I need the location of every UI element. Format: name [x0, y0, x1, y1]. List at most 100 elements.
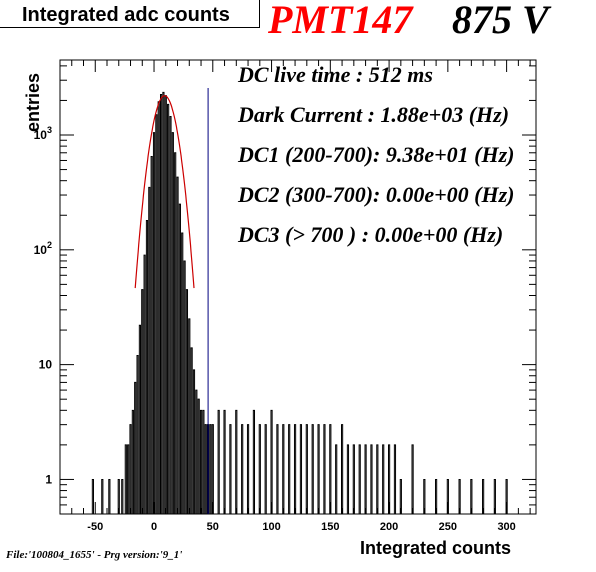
- histogram-bin: [217, 409, 220, 514]
- histogram-bin: [171, 132, 174, 514]
- x-tick-label: 50: [207, 521, 219, 533]
- histogram-bin: [329, 424, 332, 514]
- x-tick-label: 0: [151, 521, 157, 533]
- histogram-bin: [188, 318, 191, 514]
- histogram-bin: [145, 220, 149, 514]
- histogram-bin: [101, 478, 104, 514]
- dc2-rate: DC2 (300-700): 0.00e+00 (Hz): [238, 182, 515, 207]
- histogram-bin: [136, 355, 139, 514]
- histogram-bin: [382, 444, 385, 514]
- histogram-bin: [258, 424, 261, 514]
- histogram-bin: [127, 444, 130, 514]
- histogram-bin: [293, 424, 297, 514]
- histogram-bin: [157, 101, 160, 514]
- histogram-bin: [129, 424, 132, 514]
- y-tick-label: 102: [34, 240, 52, 257]
- histogram-bin: [134, 381, 137, 514]
- dc3-rate: DC3 (> 700 ) : 0.00e+00 (Hz): [238, 222, 504, 247]
- histogram-bin: [470, 478, 473, 514]
- histogram-bin: [446, 478, 449, 514]
- histogram-bin: [192, 369, 196, 514]
- axis-layer: -50 0 50 100 150 200 250 300 1 10 102 103: [34, 60, 536, 533]
- histogram-bin: [162, 91, 165, 514]
- histogram-title-box: Integrated adc counts: [0, 0, 260, 28]
- histogram-bin: [108, 478, 111, 514]
- histogram-bin: [190, 347, 193, 514]
- histogram-bin: [252, 409, 256, 514]
- histogram-bin: [411, 444, 414, 514]
- histogram-bin: [505, 478, 508, 514]
- x-tick-label: -50: [87, 521, 103, 533]
- histogram-bin: [346, 444, 350, 514]
- plot-frame: [59, 59, 537, 515]
- histogram-bin: [229, 424, 232, 514]
- y-tick-label: 1: [45, 472, 52, 486]
- dc-live-time: DC live time : 512 ms: [238, 62, 433, 87]
- histogram-bin: [141, 289, 144, 514]
- histogram-bin: [458, 478, 461, 514]
- histogram-bin: [199, 409, 203, 514]
- histogram-bin: [276, 424, 279, 514]
- x-tick-label: 300: [497, 521, 515, 533]
- gaussian-fit-curve: [134, 95, 195, 289]
- histogram-bin: [164, 95, 167, 514]
- y-axis-label: entries: [23, 72, 44, 133]
- x-tick-label: 200: [380, 521, 398, 533]
- histogram-bin: [124, 444, 127, 514]
- histogram-bin: [197, 398, 200, 514]
- histogram-bin: [282, 424, 285, 514]
- histogram-bin: [223, 409, 226, 514]
- histogram-bin: [435, 478, 438, 514]
- histogram-bin: [183, 260, 186, 514]
- histogram-bin: [493, 478, 496, 514]
- histogram-bin: [352, 444, 355, 514]
- histogram-bin: [150, 155, 153, 514]
- histogram-bin: [176, 176, 179, 514]
- histogram-bin: [241, 424, 244, 514]
- pmt-label: PMT147: [268, 0, 413, 42]
- histogram-bin: [174, 152, 177, 514]
- histogram-bin: [185, 289, 189, 514]
- histogram-bin: [181, 232, 184, 514]
- histogram-bin: [305, 424, 308, 514]
- histogram-bin: [148, 186, 151, 514]
- histogram-bin: [399, 478, 402, 514]
- histogram-bin: [204, 424, 207, 514]
- histogram-bin: [211, 424, 214, 514]
- histogram-bin: [288, 424, 291, 514]
- histogram-bin: [376, 444, 379, 514]
- histogram-bin: [246, 424, 250, 514]
- histogram-bin: [235, 409, 238, 514]
- histogram-bin: [317, 424, 320, 514]
- y-tick-label: 10: [39, 358, 53, 372]
- histogram-bin: [370, 444, 373, 514]
- file-info: File:'100804_1655' - Prg version:'9_1': [6, 549, 183, 561]
- histogram-title: Integrated adc counts: [22, 4, 230, 26]
- histogram-bin: [323, 424, 326, 514]
- x-tick-label: 100: [262, 521, 280, 533]
- histogram-bin: [358, 444, 361, 514]
- histogram-bin: [202, 409, 205, 514]
- histogram-bin: [335, 444, 338, 514]
- fit-curve-layer: [134, 95, 195, 289]
- histogram-bin: [138, 324, 142, 514]
- histogram-bin: [169, 115, 172, 514]
- histogram-bin: [121, 478, 124, 514]
- histogram-bin: [393, 444, 397, 514]
- voltage-label: 875 V: [452, 0, 549, 42]
- histogram-bin: [299, 424, 303, 514]
- histogram-bin: [167, 103, 170, 514]
- histogram-bin: [311, 424, 314, 514]
- x-axis-label: Integrated counts: [360, 538, 512, 558]
- histogram-bin: [482, 478, 485, 514]
- y-tick-label: 103: [34, 125, 52, 142]
- x-tick-label: 250: [439, 521, 457, 533]
- histogram-bin: [117, 478, 120, 514]
- histogram-bin: [152, 132, 156, 514]
- dark-current: Dark Current : 1.88e+03 (Hz): [238, 102, 510, 127]
- histogram-bin: [340, 424, 344, 514]
- histogram-bin: [423, 478, 426, 514]
- histogram-bin: [270, 409, 273, 514]
- histogram-bin: [131, 409, 134, 514]
